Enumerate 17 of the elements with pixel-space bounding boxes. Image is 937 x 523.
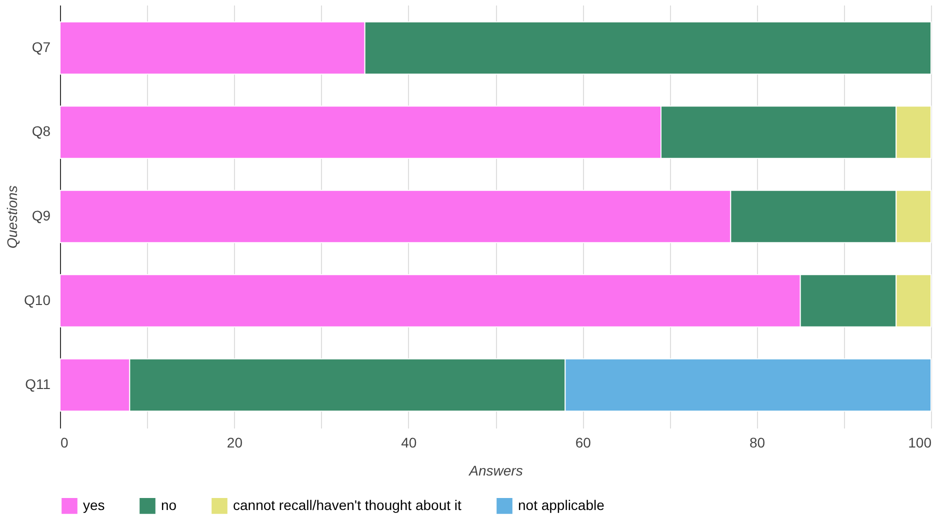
legend-label: cannot recall/haven't thought about it <box>233 496 462 513</box>
y-axis-title: Questions <box>4 185 20 249</box>
x-tick-label: 0 <box>60 434 68 450</box>
y-tick-label: Q7 <box>32 38 51 55</box>
y-tick-label: Q8 <box>32 123 51 140</box>
x-tick-label: 80 <box>750 434 766 450</box>
y-tick-label: Q9 <box>32 208 51 224</box>
legend-label: yes <box>83 496 105 513</box>
y-tick-label: Q11 <box>25 376 51 392</box>
x-axis-title: Answers <box>468 462 523 478</box>
legend-label: no <box>161 496 177 513</box>
x-tick-label: 40 <box>401 434 417 450</box>
x-tick-label: 60 <box>575 434 592 450</box>
y-tick-label: Q10 <box>24 292 51 308</box>
x-tick-label: 20 <box>226 434 243 450</box>
legend-label: not applicable <box>518 496 605 513</box>
x-tick-label: 100 <box>908 434 932 450</box>
